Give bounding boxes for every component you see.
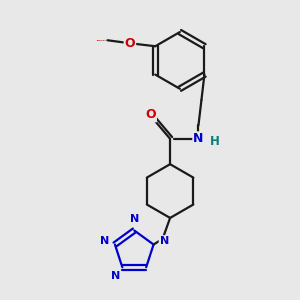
Text: methoxy: methoxy — [97, 40, 104, 41]
Text: O: O — [124, 37, 135, 50]
Text: N: N — [130, 214, 139, 224]
Text: N: N — [193, 132, 204, 145]
Text: H: H — [210, 135, 220, 148]
Text: methoxy: methoxy — [103, 40, 109, 41]
Text: N: N — [100, 236, 109, 246]
Text: O: O — [146, 108, 156, 122]
Text: N: N — [111, 271, 120, 281]
Text: N: N — [160, 236, 169, 246]
